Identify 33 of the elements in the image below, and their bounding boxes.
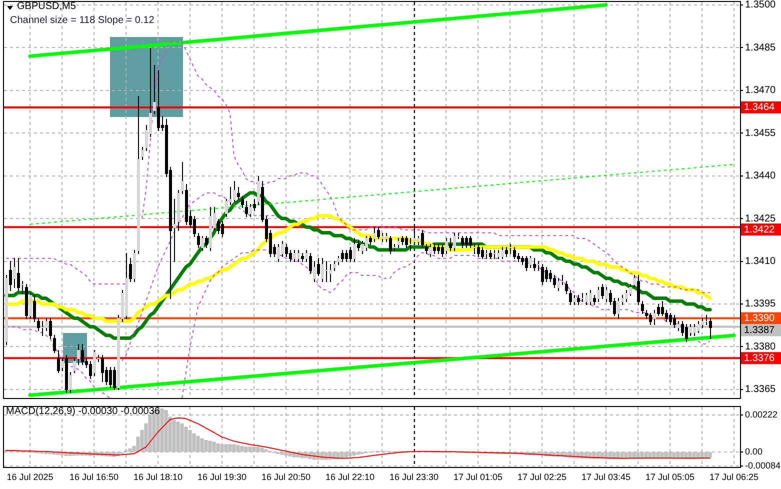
y-tick-label: 1.3440 <box>745 170 776 182</box>
x-tick-label: 16 Jul 23:30 <box>389 472 439 482</box>
y-tick-label: 1.3395 <box>745 298 776 310</box>
y-tick-label: -0.00084 <box>745 460 781 470</box>
x-tick-label: 16 Jul 18:10 <box>133 472 183 482</box>
chart-title: MACD(12,26,9) -0.00030 -0.00036 <box>6 406 160 418</box>
x-tick-label: 17 Jul 01:05 <box>453 472 503 482</box>
y-tick-label: 1.3425 <box>745 213 776 224</box>
text: Channel size = 118 Slope = 0.12 <box>10 15 154 27</box>
y-tick-label: 0.00 <box>745 446 763 456</box>
x-tick-label: 16 Jul 20:50 <box>261 472 311 482</box>
ref-line-label: 1.3422 <box>744 224 776 236</box>
x-tick-label: 16 Jul 2025 <box>6 472 54 482</box>
y-tick-label: 1.3455 <box>745 128 776 139</box>
y-tick-label: 1.3380 <box>745 341 776 352</box>
y-tick-label: 1.3410 <box>745 256 776 267</box>
y-tick-label: 1.3470 <box>745 85 776 96</box>
y-tick-label: 0.00222 <box>745 409 778 420</box>
ref-line-label: 1.3464 <box>744 102 776 114</box>
x-tick-label: 17 Jul 03:45 <box>581 472 631 482</box>
chart-title: GBPUSD,M5 <box>17 1 76 13</box>
x-tick-label: 17 Jul 05:05 <box>645 472 695 482</box>
x-tick-label: 16 Jul 16:50 <box>69 472 119 482</box>
ref-line-label: 1.3387 <box>744 324 776 336</box>
ref-line-label: 1.3376 <box>744 352 776 364</box>
y-tick-label: 1.3365 <box>745 384 776 396</box>
x-tick-label: 16 Jul 22:10 <box>325 472 375 482</box>
ref-line-label: 1.3390 <box>744 312 776 324</box>
x-tick-label: 17 Jul 06:25 <box>709 472 759 482</box>
y-tick-label: 1.3485 <box>745 42 776 54</box>
x-tick-label: 17 Jul 02:25 <box>517 472 567 482</box>
y-tick-label: 1.3500 <box>745 0 776 11</box>
x-tick-label: 16 Jul 19:30 <box>197 472 247 482</box>
